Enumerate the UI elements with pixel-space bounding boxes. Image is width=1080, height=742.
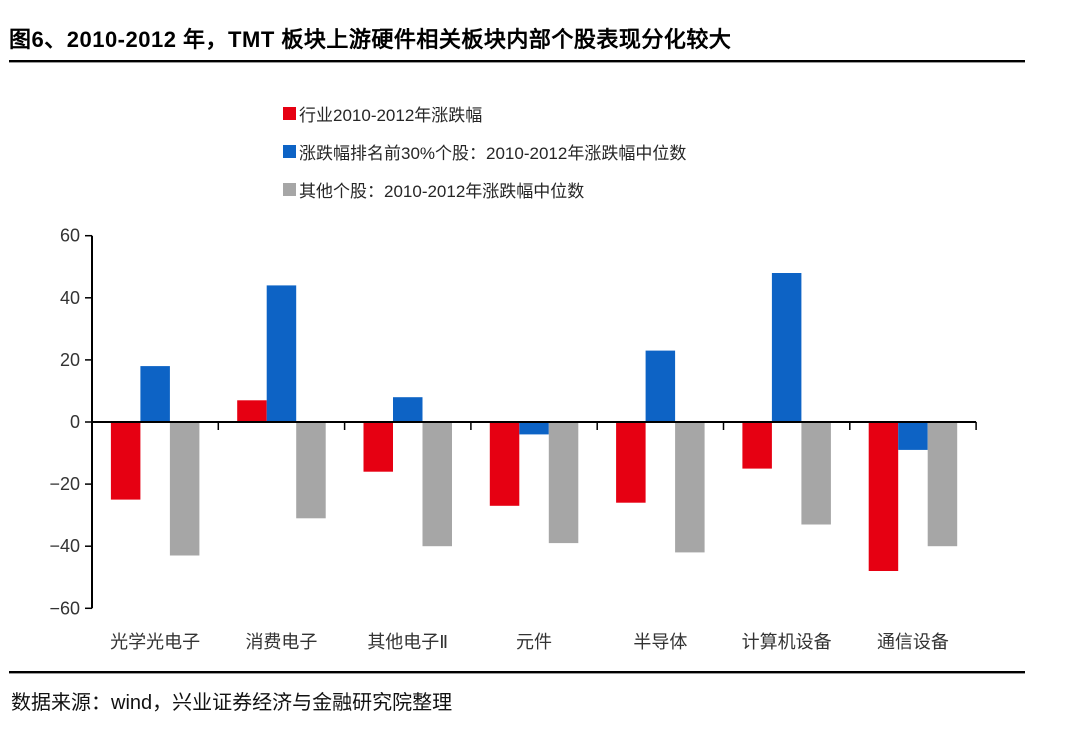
legend-label-others: 其他个股：2010-2012年涨跌幅中位数 xyxy=(299,182,585,201)
legend-item-others: 其他个股：2010-2012年涨跌幅中位数 xyxy=(283,180,686,201)
y-tick-label: −40 xyxy=(49,536,80,556)
y-tick-label: 60 xyxy=(60,226,80,246)
category-label-3: 元件 xyxy=(516,632,552,652)
legend-swatch-red xyxy=(283,107,296,120)
category-label-6: 通信设备 xyxy=(877,632,949,652)
category-label-2: 其他电子Ⅱ xyxy=(367,632,448,652)
legend-label-industry: 行业2010-2012年涨跌幅 xyxy=(299,106,483,125)
figure-title: 图6、2010-2012 年，TMT 板块上游硬件相关板块内部个股表现分化较大 xyxy=(9,27,732,52)
bar-series2-cat2 xyxy=(422,422,452,547)
bar-series1-cat3 xyxy=(519,422,549,435)
source-divider xyxy=(9,671,1025,674)
legend-label-top30: 涨跌幅排名前30%个股：2010-2012年涨跌幅中位数 xyxy=(299,144,687,163)
legend-swatch-blue xyxy=(283,145,296,158)
bar-series0-cat4 xyxy=(616,422,646,503)
bar-series2-cat0 xyxy=(169,422,200,556)
bar-series2-cat1 xyxy=(296,422,326,519)
y-tick-label: 40 xyxy=(60,288,80,308)
bar-series1-cat6 xyxy=(898,422,928,450)
bar-series0-cat6 xyxy=(868,422,899,571)
bar-series0-cat3 xyxy=(489,422,520,506)
title-divider xyxy=(9,60,1025,63)
y-tick-label: −60 xyxy=(49,598,80,618)
bar-series1-cat0 xyxy=(140,366,170,422)
legend-item-top30: 涨跌幅排名前30%个股：2010-2012年涨跌幅中位数 xyxy=(283,142,687,163)
bar-series1-cat4 xyxy=(645,350,676,422)
bar-series0-cat2 xyxy=(363,422,393,472)
y-tick-label: 0 xyxy=(70,412,80,432)
bar-series0-cat0 xyxy=(110,422,141,500)
category-label-1: 消费电子 xyxy=(245,632,317,652)
category-label-4: 半导体 xyxy=(633,632,687,652)
y-tick-label: 20 xyxy=(60,350,80,370)
bar-series2-cat3 xyxy=(548,422,579,544)
source-note: 数据来源：wind，兴业证券经济与金融研究院整理 xyxy=(11,692,453,714)
bar-chart: 60 40 20 0 −20 −40 −60 光学光电子 消费电子 其他电子Ⅱ 元件 半导体 计算机设备… xyxy=(49,226,977,652)
legend-swatch-gray xyxy=(283,183,296,196)
category-label-0: 光学光电子 xyxy=(110,632,200,652)
bar-series1-cat1 xyxy=(266,285,297,422)
category-label-5: 计算机设备 xyxy=(742,632,832,652)
bar-series2-cat4 xyxy=(675,422,705,553)
bar-series0-cat1 xyxy=(237,400,267,422)
bar-series1-cat5 xyxy=(771,273,802,422)
y-tick-label: −20 xyxy=(49,474,80,494)
bar-series1-cat2 xyxy=(393,397,423,422)
bar-series0-cat5 xyxy=(742,422,772,469)
bar-series2-cat5 xyxy=(801,422,831,525)
bar-series2-cat6 xyxy=(927,422,958,547)
chart-legend: 行业2010-2012年涨跌幅 涨跌幅排名前30%个股：2010-2012年涨跌… xyxy=(283,104,686,218)
legend-item-industry: 行业2010-2012年涨跌幅 xyxy=(283,104,686,125)
